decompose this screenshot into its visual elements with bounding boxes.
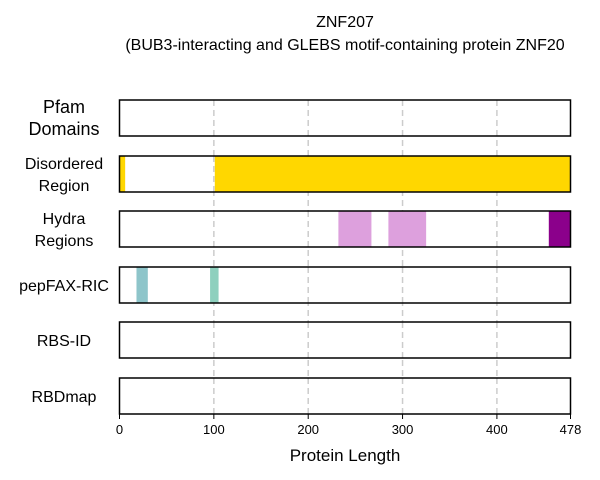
gridlines [213,100,498,414]
track-label: Disordered [25,156,103,173]
feature-segment [136,267,148,303]
track-background [119,267,571,303]
x-tick-label: 400 [486,422,508,437]
track: RBDmap [32,377,572,415]
chart-title: ZNF207 [316,14,374,31]
track-label: Region [39,178,90,195]
track-background [119,378,571,414]
x-tick-label: 200 [297,422,319,437]
track-frame [118,99,572,137]
track-label: Domains [28,119,99,139]
track-frame [118,377,572,415]
track-label: Pfam [43,97,85,117]
track-label: RBS-ID [37,333,91,350]
x-tick-label: 0 [116,422,123,437]
track-label: Hydra [43,211,86,228]
track-frame [118,321,572,359]
track-frame [118,210,572,248]
x-axis-title: Protein Length [290,446,401,465]
track: pepFAX-RIC [19,266,572,304]
feature-segment [548,211,571,247]
track-label: Regions [35,233,94,250]
track: RBS-ID [37,321,572,359]
track-label: RBDmap [32,389,97,406]
track-frame [118,155,572,193]
feature-segment [214,156,571,192]
feature-segment [119,156,126,192]
x-tick-label: 300 [392,422,414,437]
track: Disordered Region [25,155,572,195]
x-axis: 0 100 200 300 400 478 [116,414,581,437]
feature-segment [388,211,427,247]
x-tick-label: 100 [203,422,225,437]
x-tick-label: 478 [560,422,582,437]
feature-segment [210,267,219,303]
track-frame [118,266,572,304]
feature-segment [338,211,372,247]
track-background [119,100,571,136]
track-background [119,322,571,358]
track-label: pepFAX-RIC [19,278,109,295]
chart-subtitle: (BUB3-interacting and GLEBS motif-contai… [125,37,564,54]
track: Hydra Regions [35,210,572,250]
